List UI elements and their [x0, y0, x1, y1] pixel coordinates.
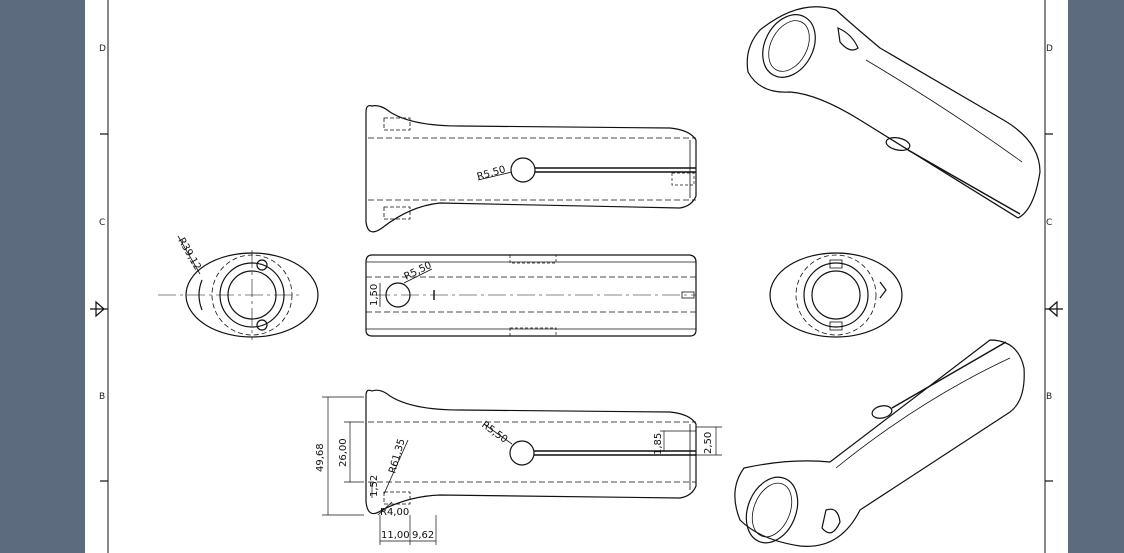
zone-label-left-b: B	[99, 392, 105, 402]
centering-mark-right	[1045, 300, 1063, 318]
side-view	[365, 254, 697, 337]
dim-right-a: 1,85	[653, 433, 664, 455]
dim-width-b: 9,62	[412, 530, 434, 541]
zone-label-right-d: D	[1046, 44, 1053, 54]
zone-label-left-c: C	[99, 218, 105, 228]
dim-height-total: 49,68	[315, 443, 326, 472]
end-view-left	[158, 235, 319, 340]
zone-label-right-b: B	[1046, 392, 1052, 402]
isometric-view-top	[746, 6, 1041, 219]
end-view-right	[769, 252, 903, 338]
drawing-sheet	[85, 0, 1068, 553]
zone-label-right-c: C	[1046, 218, 1052, 228]
dim-width-a: 11,00	[381, 530, 410, 541]
dim-front-radius: R5,50	[476, 164, 507, 183]
isometric-view-bottom	[734, 339, 1025, 547]
dim-side-radius: R5,50	[402, 260, 433, 283]
zone-label-left-d: D	[99, 44, 106, 54]
centering-mark-left	[90, 300, 108, 318]
dim-right-b: 2,50	[703, 432, 714, 454]
sheet-border	[90, 0, 1063, 553]
dim-bottom-radius: R5,50	[479, 420, 509, 446]
front-view	[365, 105, 697, 233]
dim-height-inner: 26,00	[338, 438, 349, 467]
dim-small-height: 1,52	[369, 475, 380, 497]
dim-end-radius: R39,12	[175, 236, 202, 272]
dim-corner-radius: R4,00	[380, 507, 409, 518]
dim-fillet-radius: R61,35	[387, 438, 407, 475]
bottom-view	[322, 389, 722, 545]
dim-side-offset: 1,50	[369, 284, 380, 306]
